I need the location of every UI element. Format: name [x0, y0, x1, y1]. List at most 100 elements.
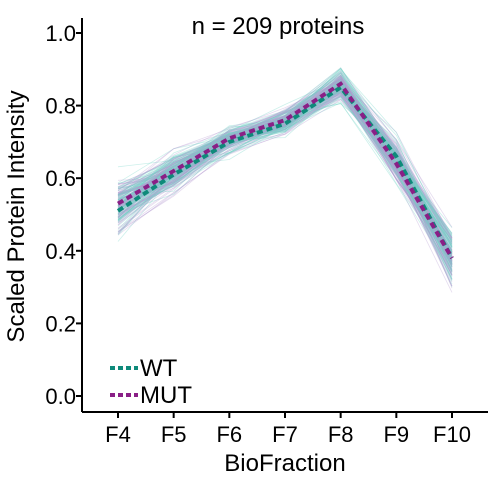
series-line-mut — [116, 81, 454, 260]
protein-profile-line — [117, 72, 453, 243]
protein-profile-line — [117, 103, 453, 260]
x-tick-label: F6 — [216, 422, 242, 447]
protein-profile-line — [117, 88, 453, 263]
protein-profile-line — [117, 83, 453, 239]
x-axis-ticks: F4 F5 F6 F7 F8 F9 F10 — [105, 412, 471, 447]
protein-profile-line — [117, 89, 453, 276]
protein-profile-line — [117, 96, 453, 264]
x-tick-label: F5 — [161, 422, 187, 447]
protein-profile-line — [117, 87, 453, 264]
protein-profile-line — [117, 83, 453, 262]
x-tick-label: F9 — [383, 422, 409, 447]
x-tick-label: F7 — [272, 422, 298, 447]
protein-profile-line — [117, 90, 453, 261]
protein-count-annotation: n = 209 proteins — [192, 13, 365, 40]
protein-profile-line — [117, 81, 453, 271]
protein-profile-line — [117, 71, 453, 243]
protein-profile-line — [117, 76, 453, 280]
y-tick-label: 0.2 — [45, 311, 76, 336]
protein-profile-line — [117, 84, 453, 266]
protein-profile-line — [117, 83, 453, 245]
x-tick-label: F10 — [433, 422, 471, 447]
protein-profile-line — [117, 67, 453, 239]
y-axis-ticks: 0.0 0.2 0.4 0.6 0.8 1.0 — [45, 21, 82, 409]
protein-profile-line — [117, 84, 453, 252]
protein-profile-line — [117, 82, 453, 262]
protein-profile-line — [117, 91, 453, 262]
protein-profile-line — [117, 74, 453, 258]
protein-profile-line — [117, 95, 453, 265]
legend-label-wt: WT — [140, 355, 178, 382]
protein-profile-line — [117, 85, 453, 293]
protein-profile-line — [117, 83, 453, 253]
y-tick-label: 0.0 — [45, 384, 76, 409]
x-axis-title: BioFraction — [224, 450, 345, 477]
protein-profile-line — [117, 83, 453, 261]
y-axis-title: Scaled Protein Intensity — [3, 90, 30, 342]
protein-profile-line — [117, 89, 453, 265]
protein-profile-line — [117, 102, 453, 259]
protein-profile-line — [117, 92, 453, 255]
protein-profile-line — [117, 92, 453, 263]
x-tick-label: F4 — [105, 422, 131, 447]
protein-profile-line — [117, 79, 453, 239]
protein-profile-line — [117, 75, 453, 243]
y-tick-label: 1.0 — [45, 21, 76, 46]
protein-profile-line — [117, 85, 453, 264]
protein-profile-line — [117, 86, 453, 238]
legend-label-mut: MUT — [140, 382, 192, 409]
protein-profile-line — [117, 89, 453, 264]
protein-profile-line — [117, 86, 453, 272]
protein-profile-line — [117, 96, 453, 265]
x-tick-label: F8 — [328, 422, 354, 447]
protein-profile-line — [117, 89, 453, 260]
protein-profile-line — [117, 72, 453, 249]
y-tick-label: 0.6 — [45, 166, 76, 191]
protein-profile-line — [117, 70, 453, 238]
protein-profile-line — [117, 76, 453, 265]
protein-profile-line — [117, 87, 453, 267]
protein-profile-line — [117, 91, 453, 255]
protein-profile-line — [117, 96, 453, 275]
protein-profile-line — [117, 96, 453, 280]
protein-profile-line — [117, 95, 453, 287]
protein-profile-line — [117, 84, 453, 259]
protein-profile-line — [117, 86, 453, 267]
protein-profile-line — [117, 83, 453, 264]
protein-profile-line — [117, 75, 453, 275]
protein-profile-line — [117, 84, 453, 260]
protein-profile-line — [117, 90, 453, 254]
protein-profile-line — [117, 83, 453, 247]
protein-profile-line — [117, 81, 453, 239]
mean-profile-lines — [116, 81, 454, 260]
protein-profile-line — [117, 70, 453, 247]
protein-profile-line — [117, 84, 453, 258]
protein-profile-line — [117, 89, 453, 268]
protein-profile-line — [117, 88, 453, 252]
protein-profile-line — [117, 83, 453, 280]
protein-profile-line — [117, 83, 453, 241]
protein-profile-line — [117, 82, 453, 256]
protein-profile-line — [117, 80, 453, 258]
protein-profile-line — [117, 93, 453, 258]
protein-profile-line — [117, 88, 453, 260]
protein-profile-line — [117, 75, 453, 252]
protein-profile-line — [117, 67, 453, 241]
protein-profile-line — [117, 91, 453, 255]
y-tick-label: 0.4 — [45, 239, 76, 264]
protein-profile-line — [117, 68, 453, 248]
protein-profile-lines — [117, 67, 453, 293]
protein-profile-line — [117, 80, 453, 240]
y-tick-label: 0.8 — [45, 94, 76, 119]
protein-profile-line — [117, 82, 453, 256]
protein-profile-line — [117, 78, 453, 243]
protein-profile-line — [117, 95, 453, 285]
protein-profile-line — [117, 80, 453, 245]
protein-profile-line — [117, 79, 453, 258]
protein-profile-line — [117, 81, 453, 270]
series-line-wt — [116, 84, 454, 260]
protein-profile-line — [117, 78, 453, 260]
protein-profile-line — [117, 73, 453, 267]
